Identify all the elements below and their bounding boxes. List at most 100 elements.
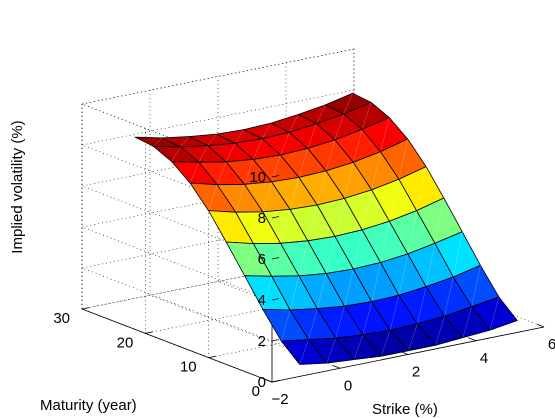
patch-facet (317, 273, 327, 309)
patch-facet (353, 129, 363, 163)
patch-facet (262, 276, 273, 310)
y-tick-label-2: 20 (117, 334, 134, 351)
x-tick-3 (468, 337, 477, 342)
patch-facet (234, 129, 245, 144)
patch-facet (225, 143, 236, 162)
patch-facet (289, 275, 300, 311)
patch-facet (281, 309, 291, 342)
patch-facet (280, 209, 291, 244)
z-gridline-4 (80, 89, 355, 219)
patch-facet (334, 198, 345, 237)
patch-facet (244, 243, 254, 276)
patch-facet (326, 338, 336, 364)
patch-facet (361, 189, 372, 230)
patch-facet (407, 210, 417, 254)
patch-facet (262, 181, 272, 212)
z-tick-2 (271, 298, 280, 301)
patch-facet (462, 306, 472, 338)
patch-facet (444, 276, 454, 317)
patch-facet (417, 286, 427, 324)
patch-facet (389, 179, 400, 222)
patch-facet (353, 334, 364, 360)
z-tick-label-2: 4 (258, 292, 266, 309)
x-tick-0 (264, 378, 273, 383)
patch-facet (289, 177, 300, 210)
patch-facet (353, 229, 363, 270)
z-tick-3 (271, 257, 280, 260)
patch-facet (307, 123, 317, 149)
x-tick-label-1: 0 (344, 377, 352, 394)
z-tick-label-0: 0 (258, 374, 266, 391)
z-tick-label-4: 8 (258, 210, 266, 227)
tick-labels: 0 2 4 6 8 10 0 10 20 30 −2 0 2 4 6 (53, 169, 555, 408)
x-tick-2 (400, 351, 409, 355)
z-tick-1 (271, 339, 280, 342)
z-gridline-5 (80, 48, 355, 178)
patch-facet (180, 136, 190, 148)
patch-facet (435, 316, 445, 346)
patch-facet (307, 204, 318, 241)
patch-facet (489, 296, 500, 331)
patch-facet (453, 231, 463, 278)
y-tick-0 (271, 380, 280, 383)
patch-facet (380, 117, 390, 152)
y-tick-label-3: 30 (53, 310, 70, 327)
patch-facet (343, 93, 353, 115)
patch-facet (389, 295, 400, 331)
patch-facet (398, 253, 409, 296)
y-tick-1 (208, 355, 216, 359)
patch-facet (335, 306, 345, 339)
patch-facet (189, 162, 200, 184)
patch-facet (316, 104, 326, 124)
z-axis-label: Implied volatility (%) (9, 120, 26, 253)
y-axis-line (81, 308, 273, 383)
surface-mesh (134, 92, 518, 365)
patch-facet (253, 211, 264, 244)
patch-facet (198, 145, 208, 163)
patch-facet (362, 301, 372, 335)
patch-facet (208, 184, 218, 211)
x-tick-label-2: 2 (412, 364, 420, 381)
patch-facet (280, 132, 290, 156)
x-tick-4 (536, 323, 545, 328)
patch-facet (371, 151, 381, 190)
patch-facet (299, 339, 309, 365)
patch-face (471, 296, 518, 331)
z-tick-label-5: 10 (249, 169, 266, 186)
y-tick-3 (81, 307, 90, 310)
z-tick-label-1: 2 (258, 333, 266, 350)
patch-facet (244, 159, 254, 185)
patch-facet (217, 161, 227, 185)
patch-facet (398, 138, 408, 180)
y-tick-2 (145, 331, 153, 334)
patch-facet (271, 154, 281, 182)
patch-facet (298, 240, 309, 277)
y-axis-label: Maturity (year) (40, 397, 137, 414)
patch-facet (289, 114, 299, 133)
patch-facet (271, 243, 281, 277)
patch-facet (344, 162, 354, 199)
patch-facet (434, 197, 445, 244)
patch-facet (153, 137, 163, 147)
y-tick-label-0: 0 (252, 383, 260, 400)
patch-facet (235, 184, 245, 213)
patch-facet (308, 308, 318, 340)
patch-facet (261, 122, 272, 139)
x-gridline-1 (149, 90, 341, 369)
z-tick-label-3: 6 (258, 251, 266, 268)
x-tick-label-3: 4 (480, 350, 488, 367)
patch-facet (225, 212, 236, 243)
patch-facet (344, 268, 354, 307)
x-axis-label: Strike (%) (372, 401, 438, 418)
patch-facet (408, 323, 418, 351)
x-tick-1 (332, 365, 341, 369)
patch-facet (298, 148, 308, 178)
patch-facet (371, 262, 381, 302)
z-tick-4 (271, 216, 280, 219)
patch-facet (471, 265, 481, 307)
patch-facet (381, 330, 391, 357)
patch-facet (325, 236, 336, 274)
patch-facet (425, 243, 436, 287)
x-tick-label-0: −2 (271, 391, 288, 408)
